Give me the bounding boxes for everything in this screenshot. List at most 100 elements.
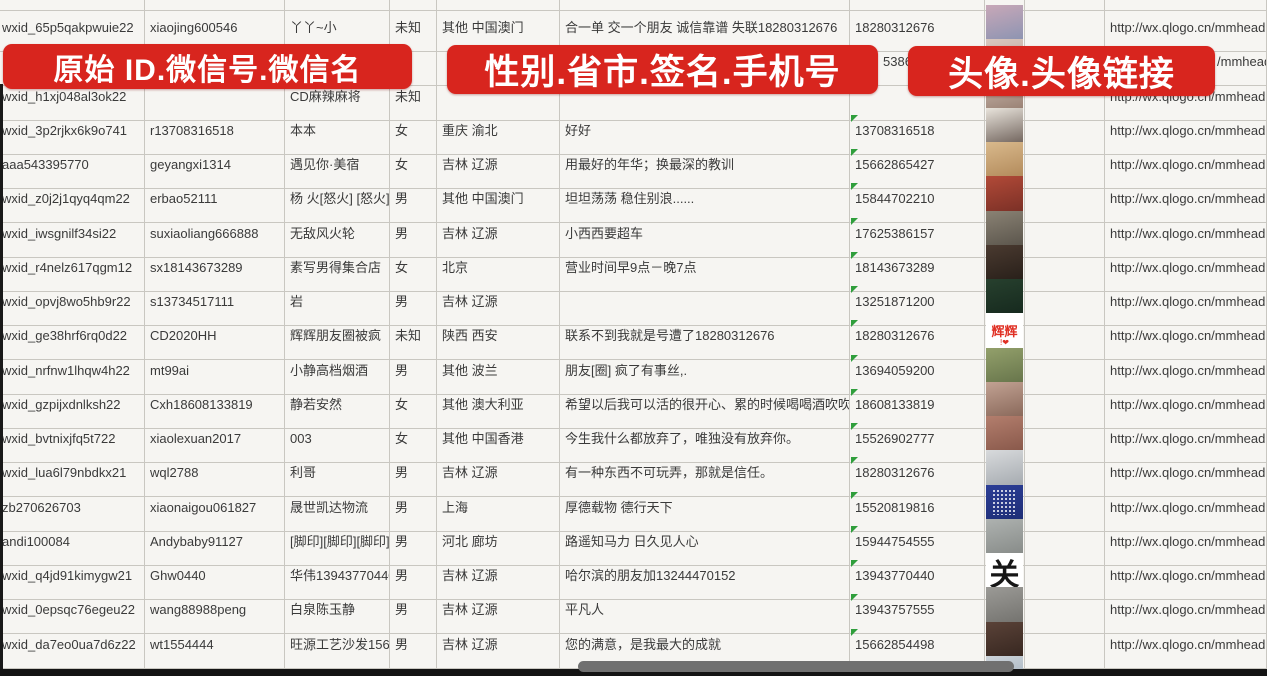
cell-province-city[interactable]: 吉林 辽源 — [437, 148, 560, 189]
cell-original-id[interactable]: wxid_gzpijxdnlksh22 — [0, 387, 145, 429]
cell-wechat-id[interactable]: xiaonaigou061827 — [145, 490, 285, 532]
cell-province-city[interactable]: 吉林 辽源 — [437, 627, 560, 669]
cell-wechat-name[interactable]: 003 — [285, 422, 390, 463]
cell-province-city[interactable]: 吉林 辽源 — [437, 456, 560, 498]
cell-gender[interactable]: 未知 — [390, 11, 437, 52]
cell-gender[interactable]: 女 — [390, 148, 437, 189]
cell-empty[interactable] — [1025, 422, 1105, 463]
cell-gender[interactable]: 女 — [390, 387, 437, 429]
cell-phone[interactable]: 15520819816 — [850, 490, 985, 532]
cell-wechat-id[interactable] — [145, 79, 285, 121]
cell-signature[interactable]: 联系不到我就是号遭了18280312676 — [560, 319, 850, 361]
cell-phone[interactable]: 17625386157 — [850, 216, 985, 258]
cell-wechat-id[interactable]: suxiaoliang666888 — [145, 216, 285, 258]
cell-signature[interactable] — [560, 0, 850, 11]
cell-empty[interactable] — [1025, 250, 1105, 292]
cell-signature[interactable]: 希望以后我可以活的很开心、累的时候喝喝酒吹吹[ — [560, 387, 850, 429]
cell-original-id[interactable]: wxid_3p2rjkx6k9o741 — [0, 113, 145, 155]
cell-original-id[interactable]: wxid_nrfnw1lhqw4h22 — [0, 353, 145, 395]
cell-wechat-name[interactable]: 旺源工艺沙发15662854 — [285, 627, 390, 669]
cell-empty[interactable] — [1025, 387, 1105, 429]
cell-province-city[interactable]: 北京 — [437, 250, 560, 292]
cell-province-city[interactable]: 上海 — [437, 490, 560, 532]
cell-original-id[interactable]: zb270626703 — [0, 490, 145, 532]
cell-wechat-id[interactable]: erbao52111 — [145, 182, 285, 224]
cell-province-city[interactable]: 河北 廊坊 — [437, 524, 560, 566]
cell-signature[interactable]: 哈尔滨的朋友加13244470152 — [560, 559, 850, 600]
cell-original-id[interactable]: andi100084 — [0, 524, 145, 566]
cell-original-id[interactable]: wxid_q4jd91kimygw21 — [0, 559, 145, 600]
cell-province-city[interactable]: 吉林 辽源 — [437, 593, 560, 635]
cell-phone[interactable] — [850, 79, 985, 121]
cell-wechat-name[interactable]: CD麻辣麻将 — [285, 79, 390, 121]
cell-gender[interactable]: 男 — [390, 456, 437, 498]
cell-wechat-name[interactable]: 本本 — [285, 113, 390, 155]
cell-province-city[interactable]: 其他 波兰 — [437, 353, 560, 395]
cell-empty[interactable] — [1025, 216, 1105, 258]
cell-signature[interactable]: 朋友[圈] 疯了有事丝,. — [560, 353, 850, 395]
cell-wechat-id[interactable]: Andybaby91127 — [145, 524, 285, 566]
cell-signature[interactable]: 用最好的年华；换最深的教训 — [560, 148, 850, 189]
cell-signature[interactable] — [560, 79, 850, 121]
cell-gender[interactable]: 男 — [390, 353, 437, 395]
cell-wechat-id[interactable] — [145, 0, 285, 11]
cell-wechat-name[interactable] — [285, 0, 390, 11]
cell-gender[interactable]: 未知 — [390, 79, 437, 121]
cell-phone[interactable]: 15526902777 — [850, 422, 985, 463]
cell-signature[interactable]: 营业时间早9点－晚7点 — [560, 250, 850, 292]
cell-gender[interactable]: 男 — [390, 559, 437, 600]
cell-phone[interactable] — [850, 0, 985, 11]
cell-wechat-name[interactable]: [脚印][脚印][脚印][脚 — [285, 524, 390, 566]
cell-gender[interactable]: 女 — [390, 250, 437, 292]
cell-empty[interactable] — [1025, 285, 1105, 326]
cell-empty[interactable] — [1025, 559, 1105, 600]
cell-original-id[interactable]: wxid_iwsgnilf34si22 — [0, 216, 145, 258]
cell-wechat-name[interactable]: 晟世凯达物流 — [285, 490, 390, 532]
cell-wechat-id[interactable]: wang88988peng — [145, 593, 285, 635]
cell-wechat-name[interactable]: 素写男得集合店 — [285, 250, 390, 292]
cell-province-city[interactable]: 吉林 辽源 — [437, 559, 560, 600]
cell-empty[interactable] — [1025, 148, 1105, 189]
cell-gender[interactable] — [390, 45, 437, 87]
cell-wechat-id[interactable]: r13708316518 — [145, 113, 285, 155]
cell-wechat-name[interactable]: 利哥 — [285, 456, 390, 498]
cell-province-city[interactable]: 陕西 西安 — [437, 319, 560, 361]
cell-original-id[interactable]: wxid_z0j2j1qyq4qm22 — [0, 182, 145, 224]
cell-wechat-id[interactable]: CD2020HH — [145, 319, 285, 361]
cell-phone[interactable]: 13943770440 — [850, 559, 985, 600]
cell-gender[interactable]: 男 — [390, 490, 437, 532]
cell-phone[interactable]: 18143673289 — [850, 250, 985, 292]
cell-phone[interactable]: 15944754555 — [850, 524, 985, 566]
cell-province-city[interactable] — [437, 661, 560, 676]
cell-empty[interactable] — [1025, 0, 1105, 11]
cell-empty[interactable] — [1025, 490, 1105, 532]
cell-signature[interactable]: 今生我什么都放弃了，唯独没有放弃你。 — [560, 422, 850, 463]
cell-original-id[interactable]: wxid_da7eo0ua7d6z22 — [0, 627, 145, 669]
cell-wechat-id[interactable]: Cxh18608133819 — [145, 387, 285, 429]
cell-wechat-name[interactable]: 无敌风火轮 — [285, 216, 390, 258]
cell-wechat-name[interactable]: 小静高档烟酒 — [285, 353, 390, 395]
cell-wechat-name[interactable]: 杨 火[怒火] [怒火] — [285, 182, 390, 224]
cell-wechat-name[interactable]: 辉辉朋友圈被疯 — [285, 319, 390, 361]
cell-phone[interactable]: 13943757555 — [850, 593, 985, 635]
cell-signature[interactable]: 坦坦荡荡 稳住别浪...... — [560, 182, 850, 224]
cell-wechat-id[interactable]: Ghw0440 — [145, 559, 285, 600]
cell-gender[interactable]: 女 — [390, 113, 437, 155]
cell-gender[interactable] — [390, 0, 437, 11]
cell-signature[interactable]: 平凡人 — [560, 593, 850, 635]
cell-wechat-name[interactable]: 白泉陈玉静 — [285, 593, 390, 635]
cell-wechat-id[interactable]: sx18143673289 — [145, 250, 285, 292]
cell-wechat-id[interactable]: xiaolexuan2017 — [145, 422, 285, 463]
cell-gender[interactable] — [390, 661, 437, 676]
cell-empty[interactable] — [1025, 353, 1105, 395]
cell-signature[interactable]: 厚德载物 德行天下 — [560, 490, 850, 532]
cell-wechat-id[interactable]: s13734517111 — [145, 285, 285, 326]
cell-wechat-id[interactable] — [145, 661, 285, 676]
cell-gender[interactable]: 未知 — [390, 319, 437, 361]
cell-original-id[interactable] — [0, 661, 145, 676]
cell-empty[interactable] — [1025, 661, 1105, 676]
cell-original-id[interactable]: wxid_bvtnixjfq5t722 — [0, 422, 145, 463]
cell-original-id[interactable]: wxid_lua6l79nbdkx21 — [0, 456, 145, 498]
cell-phone[interactable]: 13708316518 — [850, 113, 985, 155]
cell-gender[interactable]: 男 — [390, 182, 437, 224]
